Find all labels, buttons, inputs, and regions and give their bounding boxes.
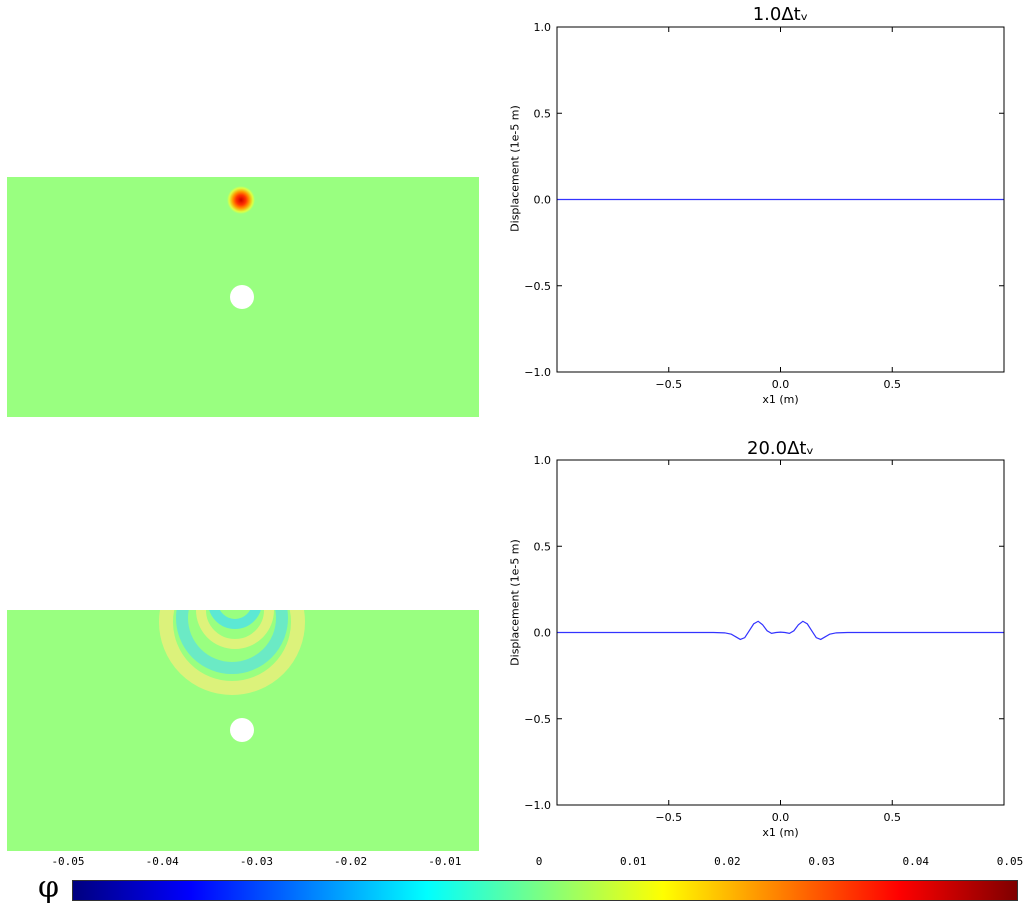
chart-1-title: 1.0Δtᵥ <box>752 4 809 25</box>
wave-ring-mid <box>176 610 288 674</box>
source-pulse <box>227 186 255 214</box>
y-tick-label: 1.0 <box>534 21 552 34</box>
y-tick-label: −1.0 <box>524 799 551 812</box>
chart-1-xlabel: x1 (m) <box>762 393 799 406</box>
colorbar-tick-label: 0 <box>535 855 543 868</box>
wave-ring-outer <box>159 610 305 695</box>
x-tick-label: −0.5 <box>655 811 682 823</box>
colorbar-symbol: φ <box>38 870 60 905</box>
colorbar <box>72 880 1018 901</box>
chart-2-xlabel: x1 (m) <box>762 826 799 839</box>
y-tick-label: 0.5 <box>534 107 552 120</box>
series-line <box>557 620 1004 641</box>
obstacle-circle <box>230 285 254 309</box>
colorbar-tick-label: 0.03 <box>808 855 835 868</box>
colorbar-tick-label: -0.05 <box>51 855 85 868</box>
x-tick-label: 0.0 <box>772 811 790 823</box>
field-panel-top <box>7 177 479 417</box>
chart-1-ylabel: Displacement (1e-5 m) <box>508 105 522 232</box>
wave-ring-core <box>209 610 261 629</box>
y-tick-label: −0.5 <box>524 280 551 293</box>
colorbar-tick-label: -0.04 <box>145 855 179 868</box>
plot-frame <box>556 459 1005 806</box>
y-tick-label: 0.0 <box>534 627 552 640</box>
x-tick-label: 0.5 <box>884 811 902 823</box>
colorbar-tick-label: 0.02 <box>714 855 741 868</box>
colorbar-tick-label: -0.02 <box>334 855 368 868</box>
y-tick-label: 0.5 <box>534 540 552 553</box>
y-tick-label: 0.0 <box>534 194 552 207</box>
x-tick-label: −0.5 <box>655 378 682 390</box>
chart-2-ylabel: Displacement (1e-5 m) <box>508 539 522 666</box>
y-tick-label: 1.0 <box>534 454 552 467</box>
colorbar-tick-label: 0.01 <box>619 855 647 868</box>
x-tick-label: 0.0 <box>772 378 790 390</box>
obstacle-circle <box>230 718 254 742</box>
colorbar-tick-label: 0.05 <box>996 855 1024 868</box>
colorbar-tick-label: -0.03 <box>239 855 273 868</box>
y-tick-label: −0.5 <box>524 713 551 726</box>
chart-2-title: 20.0Δtᵥ <box>747 438 814 459</box>
x-tick-label: 0.5 <box>884 378 902 390</box>
colorbar-tick-label: 0.04 <box>902 855 930 868</box>
y-tick-label: −1.0 <box>524 366 551 379</box>
colorbar-tick-label: -0.01 <box>428 855 462 868</box>
wave-ring-inner <box>196 610 274 649</box>
field-panel-bottom <box>7 610 479 851</box>
chart-1: 1.0 0.5 0.0 −0.5 −1.0 −0.5 0.0 0.5 <box>524 21 1005 390</box>
plot-frame <box>556 26 1005 373</box>
chart-2: 1.0 0.5 0.0 −0.5 −1.0 −0.5 0.0 0.5 <box>524 454 1005 823</box>
